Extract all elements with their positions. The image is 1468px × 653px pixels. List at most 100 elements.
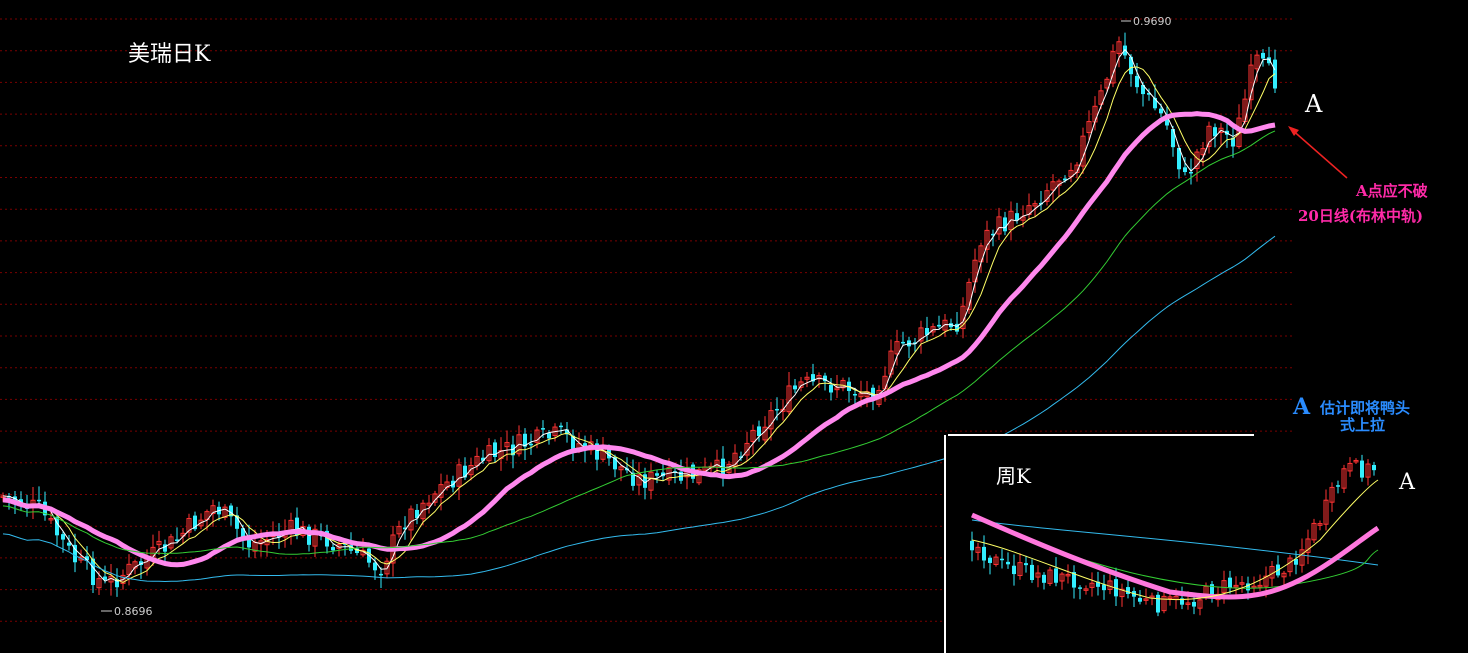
candle-body-up <box>210 505 216 515</box>
weekly-candle-down <box>970 540 974 551</box>
weekly-candle-up <box>1299 549 1305 566</box>
weekly-candle-up <box>1083 588 1089 591</box>
candle-body-up <box>1206 125 1212 147</box>
candle-body-up <box>186 518 192 533</box>
candle-body-down <box>1003 217 1007 232</box>
weekly-candle-up <box>1311 522 1317 541</box>
candle-body-down <box>1183 167 1187 173</box>
price-markers: 0.9690 0.8696 <box>101 15 1172 618</box>
blue-marker-a: A <box>1293 394 1311 420</box>
weekly-candle-up <box>1305 538 1311 553</box>
candle-body-down <box>1135 75 1139 88</box>
candle-body-up <box>750 429 756 442</box>
candle-body-up <box>1032 203 1038 207</box>
candle-body-down <box>1129 56 1133 75</box>
weekly-candle-up <box>1323 499 1329 525</box>
candle-body-up <box>456 464 462 487</box>
weekly-candle-up <box>1167 596 1173 600</box>
weekly-candle-down <box>1360 460 1364 478</box>
weekly-candle-down <box>1126 587 1130 595</box>
candle-body-down <box>379 573 383 576</box>
candle-body-down <box>853 393 857 396</box>
weekly-candle-up <box>1233 584 1239 588</box>
weekly-candle-down <box>1138 597 1142 602</box>
candle-body-up <box>918 327 924 342</box>
candle-body-down <box>355 548 359 554</box>
weekly-ma-line <box>970 512 1380 600</box>
candle-body-up <box>96 578 102 589</box>
candle-body-down <box>1159 108 1163 114</box>
candle-body-down <box>1015 213 1019 221</box>
weekly-chart-title: 周K <box>996 464 1031 488</box>
weekly-candle-down <box>982 546 986 561</box>
ma-line <box>2 235 1276 582</box>
candle-body-up <box>648 471 654 491</box>
candle-body-up <box>486 445 492 462</box>
candle-body-up <box>1104 78 1110 89</box>
candle-body-down <box>61 534 65 540</box>
candle-body-down <box>67 542 71 546</box>
candle-body-down <box>415 509 419 519</box>
blue-note-line1: 估计即将鸭头 <box>1320 399 1411 417</box>
candle-body-down <box>955 323 959 332</box>
weekly-candle-up <box>1035 572 1041 578</box>
candle-body-down <box>559 425 563 428</box>
candle-body-down <box>631 472 635 486</box>
candle-body-down <box>811 374 815 382</box>
candle-body-down <box>529 443 533 446</box>
weekly-inset <box>944 434 1468 653</box>
weekly-candle-up <box>1329 486 1335 503</box>
candle-body-down <box>1267 57 1271 64</box>
weekly-candle-up <box>1287 557 1293 573</box>
candle-body-down <box>541 428 545 430</box>
weekly-candle-down <box>1102 584 1106 591</box>
candle-body-up <box>1218 127 1224 134</box>
candle-body-down <box>403 527 407 530</box>
candle-body-up <box>894 341 900 355</box>
candle-body-up <box>858 393 864 398</box>
candle-body-down <box>295 517 299 536</box>
candle-body-down <box>739 456 743 458</box>
candle-body-down <box>1141 84 1145 95</box>
annotation-note-line2: 20日线(布林中轨) <box>1298 207 1424 225</box>
candle-body-up <box>168 536 174 549</box>
candle-body-down <box>1231 137 1235 147</box>
candle-body-down <box>823 375 827 382</box>
candle-body-down <box>175 539 179 541</box>
candle-body-up <box>426 502 432 506</box>
ma-line <box>2 49 1276 582</box>
candle-body-down <box>247 537 251 548</box>
weekly-candle-down <box>1246 583 1250 591</box>
weekly-candle-up <box>975 546 981 553</box>
candle-body-up <box>384 560 390 575</box>
candle-body-down <box>547 433 551 439</box>
candle-body-up <box>198 519 204 527</box>
candle-body-down <box>655 473 659 476</box>
weekly-candle-down <box>1078 587 1082 589</box>
weekly-candle-up <box>1197 599 1203 609</box>
weekly-candle-down <box>1336 485 1340 487</box>
candle-body-up <box>534 429 540 443</box>
high-price-label: 0.9690 <box>1133 15 1172 28</box>
candle-body-down <box>13 496 17 503</box>
weekly-point-a-label: A <box>1399 470 1415 495</box>
candle-body-down <box>937 324 941 327</box>
candle-body-up <box>78 556 84 561</box>
candle-body-down <box>235 515 239 529</box>
weekly-candle-up <box>993 556 999 565</box>
candle-body-down <box>643 474 647 488</box>
weekly-candle-up <box>1263 575 1269 587</box>
candle-body-down <box>139 561 143 566</box>
weekly-candle-down <box>1000 558 1004 561</box>
candle-body-up <box>804 376 810 380</box>
weekly-candle-down <box>1156 594 1160 613</box>
weekly-candle-up <box>1239 582 1245 585</box>
weekly-candle-up <box>1257 584 1263 588</box>
weekly-candle-down <box>1030 564 1034 581</box>
candle-body-down <box>37 499 41 502</box>
candle-body-up <box>996 216 1002 235</box>
weekly-candle-down <box>1006 561 1010 565</box>
candle-body-down <box>925 328 929 335</box>
candle-body-down <box>229 505 233 517</box>
weekly-candle-down <box>988 557 992 563</box>
